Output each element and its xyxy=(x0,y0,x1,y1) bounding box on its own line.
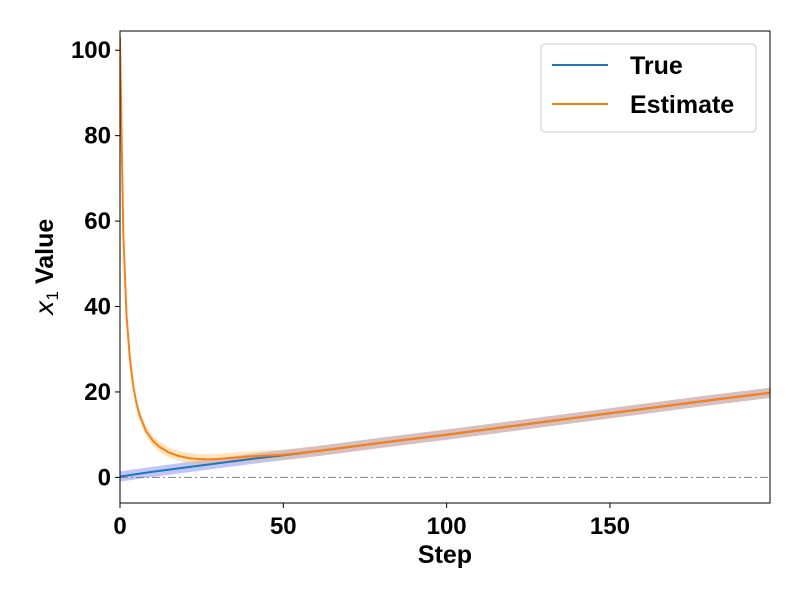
x-axis-ticks: 0 50 100 150 xyxy=(113,503,630,540)
y-tick-label: 80 xyxy=(84,123,111,150)
plot-frame xyxy=(119,30,771,504)
series-line-estimate xyxy=(120,37,770,461)
y-axis-label-rest: Value xyxy=(31,219,59,291)
y-tick-label: 0 xyxy=(98,464,111,491)
legend: True Estimate xyxy=(540,43,757,133)
x-tick-label: 0 xyxy=(113,513,126,540)
series-lines xyxy=(120,37,770,478)
y-axis-label: x1 Value xyxy=(30,219,62,317)
y-axis-label-var: x xyxy=(30,300,59,316)
legend-label-estimate: Estimate xyxy=(630,91,734,119)
legend-label-true: True xyxy=(630,52,683,80)
x-axis-label: Step xyxy=(418,541,472,569)
x-tick-label: 150 xyxy=(590,513,630,540)
x-tick-label: 50 xyxy=(270,513,297,540)
y-tick-label: 20 xyxy=(84,379,111,406)
y-axis-label-sub: 1 xyxy=(43,291,62,300)
y-tick-label: 100 xyxy=(71,37,111,64)
y-tick-label: 60 xyxy=(84,208,111,235)
x-tick-label: 100 xyxy=(427,513,467,540)
y-tick-label: 40 xyxy=(84,294,111,321)
y-axis-ticks: 0 20 40 60 80 100 xyxy=(71,37,120,491)
